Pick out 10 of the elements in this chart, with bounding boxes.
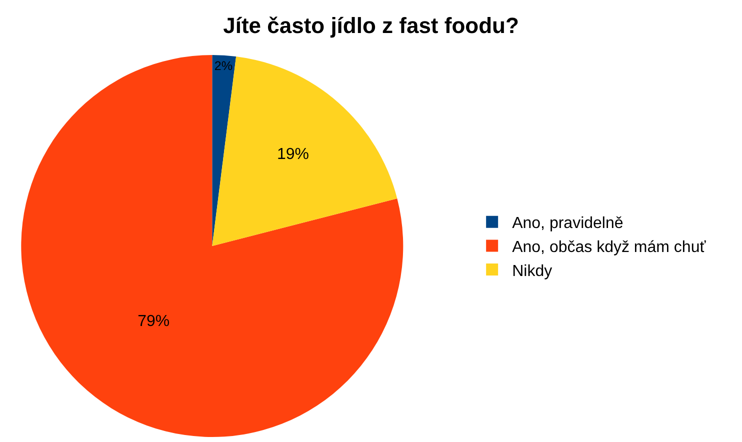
legend-label: Ano, pravidelně xyxy=(512,215,624,232)
pie-slice xyxy=(212,56,398,246)
legend-label: Ano, občas když mám chuť xyxy=(512,238,707,256)
pie-slice xyxy=(212,55,236,246)
data-label: 79% xyxy=(138,312,170,330)
chart-title: Jíte často jídlo z fast foodu? xyxy=(223,13,519,38)
legend-label: Nikdy xyxy=(512,262,552,280)
data-label: 2% xyxy=(214,59,233,74)
pie-slice xyxy=(21,55,404,437)
data-label: 19% xyxy=(277,146,310,163)
